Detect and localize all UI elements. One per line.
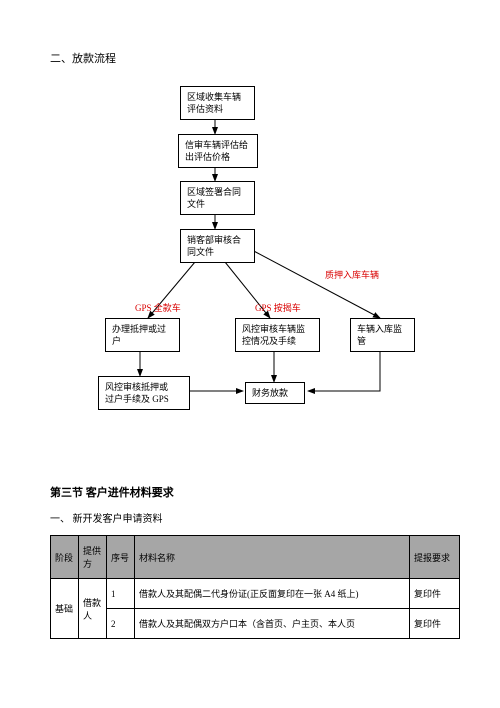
cell-name: 借款人及其配偶二代身份证(正反面复印在一张 A4 纸上) bbox=[135, 579, 410, 609]
flow-label-gps-full: GPS 全款车 bbox=[135, 301, 181, 314]
col-phase: 阶段 bbox=[51, 536, 79, 579]
cell-seq: 2 bbox=[107, 609, 135, 639]
table-header-row: 阶段 提供方 序号 材料名称 提报要求 bbox=[51, 536, 460, 579]
flow-node-risk-monitor: 风控审核车辆监控情况及手续 bbox=[235, 318, 320, 352]
cell-seq: 1 bbox=[107, 579, 135, 609]
flow-node-risk-gps: 风控审核抵押或过户手续及 GPS bbox=[98, 376, 190, 410]
col-material: 材料名称 bbox=[135, 536, 410, 579]
flow-node-storage: 车辆入库监管 bbox=[350, 318, 415, 352]
flow-node-sign: 区域签署合同文件 bbox=[180, 181, 255, 215]
flow-node-appraise: 信审车辆评估给出评估价格 bbox=[178, 134, 258, 168]
table-row: 基础 借款人 1 借款人及其配偶二代身份证(正反面复印在一张 A4 纸上) 复印… bbox=[51, 579, 460, 609]
col-req: 提报要求 bbox=[410, 536, 460, 579]
requirements-table: 阶段 提供方 序号 材料名称 提报要求 基础 借款人 1 借款人及其配偶二代身份… bbox=[50, 535, 460, 639]
section3-heading: 第三节 客户进件材料要求 bbox=[50, 484, 460, 500]
cell-provider: 借款人 bbox=[79, 579, 107, 639]
table-row: 2 借款人及其配偶双方户口本（含首页、户主页、本人页 复印件 bbox=[51, 609, 460, 639]
flow-node-collect: 区域收集车辆评估资料 bbox=[180, 86, 255, 120]
cell-phase: 基础 bbox=[51, 579, 79, 639]
col-seq: 序号 bbox=[107, 536, 135, 579]
flow-node-payout: 财务放款 bbox=[245, 382, 305, 404]
flow-node-review: 销客部审核合同文件 bbox=[180, 229, 255, 263]
section3-sub: 一、 新开发客户申请资料 bbox=[50, 510, 460, 525]
flow-node-mortgage: 办理抵押或过户 bbox=[105, 318, 180, 352]
flow-label-pledge: 质押入库车辆 bbox=[325, 268, 379, 281]
section2-title: 二、放款流程 bbox=[50, 50, 460, 66]
col-provider: 提供方 bbox=[79, 536, 107, 579]
flowchart: 区域收集车辆评估资料 信审车辆评估给出评估价格 区域签署合同文件 销客部审核合同… bbox=[40, 86, 440, 466]
flow-label-gps-mortgage: GPS 按揭车 bbox=[255, 301, 301, 314]
cell-req: 复印件 bbox=[410, 609, 460, 639]
cell-req: 复印件 bbox=[410, 579, 460, 609]
cell-name: 借款人及其配偶双方户口本（含首页、户主页、本人页 bbox=[135, 609, 410, 639]
